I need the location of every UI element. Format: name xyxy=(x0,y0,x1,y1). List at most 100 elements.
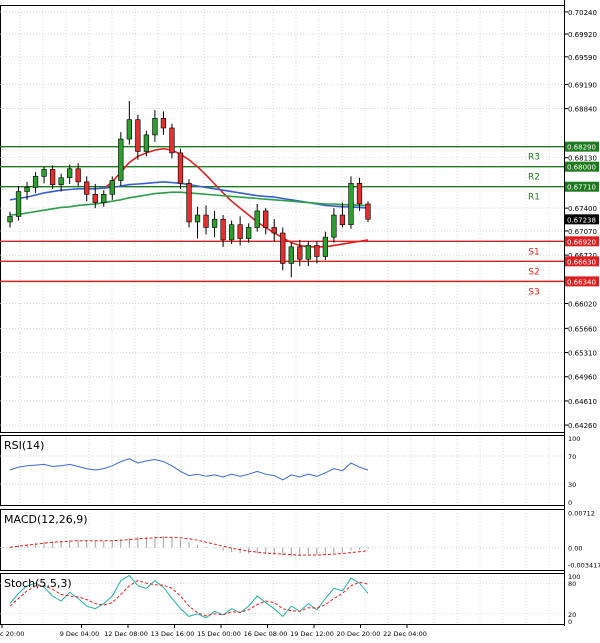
price-tick-label: 0.64960 xyxy=(568,374,597,382)
price-tick-label: 0.66720 xyxy=(568,252,597,260)
level-price-label: 0.66920 xyxy=(567,238,596,246)
candle-bear xyxy=(135,119,141,152)
level-price-label: 0.67710 xyxy=(567,184,596,192)
candle-bear xyxy=(263,210,269,228)
time-tick-label: c 20:00 xyxy=(0,630,24,638)
candle-bull xyxy=(101,194,107,203)
candle-bull xyxy=(118,138,124,181)
candle-bull xyxy=(228,224,235,241)
candle-bear xyxy=(271,227,277,234)
candle-bull xyxy=(58,177,64,185)
price-tick-label: 0.70240 xyxy=(568,9,597,17)
indicator-tick-label: 100 xyxy=(568,435,580,443)
candle-bear xyxy=(49,169,56,185)
level-name-r3: R3 xyxy=(528,153,540,163)
candle-bull xyxy=(254,210,260,228)
candle-bull xyxy=(305,245,311,260)
indicator-series-line xyxy=(9,574,369,619)
indicator-tick-label: -0.003417 xyxy=(568,562,600,570)
candle-bull xyxy=(15,191,22,217)
indicator-tick-label: 0.00 xyxy=(568,545,582,553)
price-tick-label: 0.68130 xyxy=(568,155,597,163)
candle-bear xyxy=(220,218,226,241)
price-tick-label: 0.64610 xyxy=(568,398,597,406)
candle-bear xyxy=(339,214,346,226)
indicator-series-line xyxy=(9,458,369,481)
indicator-series-line xyxy=(9,536,369,556)
candle-bull xyxy=(67,168,73,179)
level-price-box xyxy=(565,236,599,247)
price-axis: 0.70240 0.69920 0.69590 0.69190 0.68840 0.681… xyxy=(564,9,599,430)
candle-bear xyxy=(237,224,243,239)
price-tick-label: 0.64260 xyxy=(568,422,597,430)
time-tick-label: 20 Dec 20:00 xyxy=(337,630,381,638)
price-tick-label: 0.69920 xyxy=(568,31,597,39)
candle-bear xyxy=(169,127,175,154)
level-name-r2: R2 xyxy=(528,173,540,183)
indicator-series-line xyxy=(9,580,369,617)
indicator-tick-label: 0 xyxy=(568,499,572,507)
price-tick-label: 0.65310 xyxy=(568,350,597,358)
time-tick-label: 12 Dec 08:00 xyxy=(104,630,148,638)
level-name-r1: R1 xyxy=(528,193,540,203)
time-tick-label: 9 Dec 04:00 xyxy=(60,630,100,638)
candle-bull xyxy=(143,134,150,152)
time-tick-label: 22 Dec 04:00 xyxy=(383,630,427,638)
price-tick-label: 0.68840 xyxy=(568,106,597,114)
indicator-label: Stoch(5,5,3) xyxy=(4,577,72,590)
indicator-tick-label: 80 xyxy=(568,580,576,588)
indicator-tick-label: 0.00712 xyxy=(568,509,595,517)
candle-bull xyxy=(194,214,201,223)
chart-grid xyxy=(0,0,565,626)
candle-bear xyxy=(92,194,98,203)
candle-bear xyxy=(356,182,363,205)
candle-bull xyxy=(24,187,30,192)
candle-bull xyxy=(288,246,294,264)
candle-bull xyxy=(109,180,115,195)
level-price-box xyxy=(565,161,599,172)
level-name-s1: S1 xyxy=(528,247,539,257)
candle-bear xyxy=(160,118,167,129)
time-tick-label: 13 Dec 16:00 xyxy=(151,630,195,638)
indicator-tick-label: 100 xyxy=(568,573,580,581)
current-price-box xyxy=(565,214,599,225)
rsi-panel: 100 70 30 0 RSI(14) xyxy=(0,435,580,507)
candle-bull xyxy=(126,119,132,140)
candle-bull xyxy=(152,118,158,136)
candle-bull xyxy=(32,176,39,188)
level-price-label: 0.66340 xyxy=(567,278,596,286)
price-tick-label: 0.65660 xyxy=(568,325,597,333)
candle-bear xyxy=(280,232,286,264)
candle-bull xyxy=(348,182,354,226)
level-price-box xyxy=(565,276,599,287)
candle-bull xyxy=(246,227,252,239)
current-price-label: 0.67238 xyxy=(567,216,596,224)
candle-bear xyxy=(297,246,303,260)
level-price-label: 0.68000 xyxy=(567,164,596,172)
candle-bull xyxy=(7,216,13,223)
price-tick-label: 0.69190 xyxy=(568,81,597,89)
candle-bear xyxy=(203,214,209,228)
level-price-box xyxy=(565,141,599,152)
indicator-tick-label: 20 xyxy=(568,611,576,619)
time-axis: c 20:00 9 Dec 04:00 12 Dec 08:00 13 Dec 16:… xyxy=(0,624,427,638)
moving-average-line xyxy=(103,147,369,248)
candle-bear xyxy=(186,182,192,223)
candle-bear xyxy=(75,168,81,183)
candle-bear xyxy=(84,181,90,195)
price-tick-label: 0.67070 xyxy=(568,228,597,236)
candle-bull xyxy=(211,218,218,228)
candle-bull xyxy=(322,236,329,257)
candle-bear xyxy=(314,245,320,257)
level-price-label: 0.68290 xyxy=(567,144,596,152)
candle-bull xyxy=(41,169,47,177)
time-tick-label: 19 Dec 12:00 xyxy=(290,630,334,638)
time-tick-label: 15 Dec 00:00 xyxy=(197,630,241,638)
price-tick-label: 0.66020 xyxy=(568,300,597,308)
candle-bear xyxy=(365,203,371,220)
macd-panel: 0.00712 0.00 -0.003417 MACD(12,26,9) xyxy=(0,509,600,570)
level-price-box xyxy=(565,181,599,192)
candle-bull xyxy=(331,214,337,238)
